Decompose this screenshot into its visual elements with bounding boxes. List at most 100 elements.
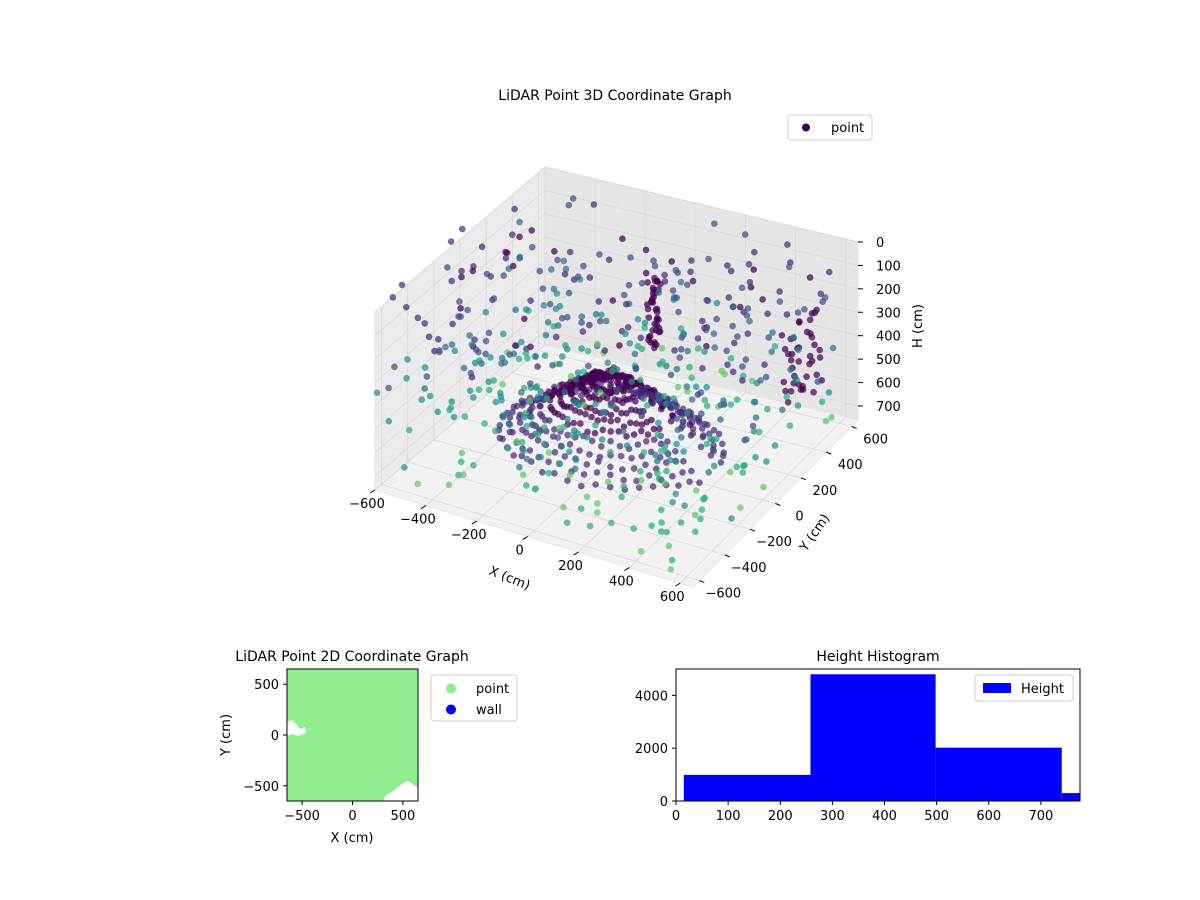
point-3d <box>630 431 638 438</box>
point-3d <box>642 246 650 254</box>
point-3d <box>577 420 584 427</box>
point-3d <box>711 220 718 227</box>
histogram-bar <box>1061 793 1080 801</box>
point-3d <box>739 469 747 476</box>
point-3d <box>703 402 711 410</box>
point-3d <box>458 267 465 275</box>
point-3d <box>578 482 585 490</box>
point-3d <box>618 409 625 417</box>
histogram-legend-swatch <box>983 683 1011 693</box>
point-3d <box>528 413 535 421</box>
point-3d <box>588 437 596 445</box>
point-3d <box>597 389 604 396</box>
point-3d <box>590 201 598 208</box>
point-3d <box>598 311 605 319</box>
point-3d <box>700 496 707 503</box>
point-3d <box>717 459 725 466</box>
x-3d-tick <box>420 505 427 509</box>
point-3d <box>566 248 574 256</box>
point-3d <box>713 435 720 443</box>
point-3d <box>516 233 523 241</box>
point-3d <box>616 442 624 450</box>
point-3d <box>576 409 584 416</box>
grid-line-z-back <box>544 190 859 266</box>
point-3d <box>585 362 592 370</box>
point-3d <box>803 373 810 381</box>
x-3d-tick-label: −400 <box>400 513 436 528</box>
hist-y-tick-label: 4000 <box>635 689 668 704</box>
point-3d <box>641 319 649 327</box>
point-3d <box>760 483 767 491</box>
point-3d <box>516 419 524 426</box>
point-3d <box>592 310 600 318</box>
point-3d <box>771 442 779 449</box>
point-3d <box>539 469 546 476</box>
point-3d <box>545 449 553 456</box>
point-3d <box>747 283 755 291</box>
point-3d <box>751 248 758 256</box>
point-3d <box>650 386 658 394</box>
histogram-frame <box>675 668 1081 802</box>
point-3d <box>601 347 609 354</box>
point-3d <box>668 556 676 564</box>
point-3d <box>791 374 799 381</box>
point-3d <box>663 362 670 370</box>
point-3d <box>699 317 706 325</box>
point-3d <box>447 404 455 412</box>
point-3d <box>561 270 569 278</box>
point-3d <box>600 408 607 416</box>
point-3d <box>818 398 826 406</box>
point-3d <box>688 374 695 382</box>
point-3d <box>673 365 681 373</box>
point-3d <box>536 267 543 275</box>
point-3d <box>523 455 531 463</box>
point-3d <box>713 299 721 307</box>
point-3d <box>580 401 587 409</box>
point-3d <box>632 365 640 373</box>
point-3d <box>705 469 712 476</box>
point-3d <box>795 346 802 354</box>
x-3d-tick <box>471 520 478 525</box>
point-3d <box>633 420 640 427</box>
point-3d <box>498 354 506 362</box>
point-3d <box>655 392 662 399</box>
point-3d <box>516 253 524 261</box>
point-3d <box>645 390 653 398</box>
point-3d <box>527 380 534 387</box>
point-3d <box>418 396 426 404</box>
point-3d <box>744 305 752 312</box>
point-3d <box>605 256 613 264</box>
point-3d <box>421 320 429 327</box>
point-3d <box>481 420 488 427</box>
point-3d <box>516 414 523 422</box>
point-3d <box>423 373 431 380</box>
point-3d <box>651 344 658 352</box>
point-3d <box>584 347 592 355</box>
point-3d <box>676 354 684 361</box>
point-3d <box>401 464 408 471</box>
point-3d <box>688 396 696 403</box>
x-3d-tick-label: 0 <box>515 544 523 559</box>
point-3d <box>723 347 730 355</box>
point-3d <box>746 317 753 325</box>
point-3d <box>741 231 749 238</box>
point-3d <box>677 519 685 526</box>
point-3d <box>519 471 527 478</box>
point-3d <box>688 467 695 475</box>
histogram-bar <box>683 774 811 801</box>
point-3d <box>703 383 710 391</box>
empty-region-bottom-right <box>383 781 418 801</box>
point-3d <box>765 334 772 341</box>
point-3d <box>518 389 525 396</box>
point-3d <box>582 410 589 418</box>
point-3d <box>656 425 663 433</box>
point-3d <box>566 471 574 479</box>
hist-x-tick-label: 700 <box>1028 809 1053 824</box>
point-3d <box>492 427 499 435</box>
y-3d-tick <box>775 503 781 506</box>
point-3d <box>586 321 593 329</box>
point-3d <box>544 319 552 326</box>
point-3d <box>594 500 601 507</box>
point-3d <box>658 506 665 514</box>
